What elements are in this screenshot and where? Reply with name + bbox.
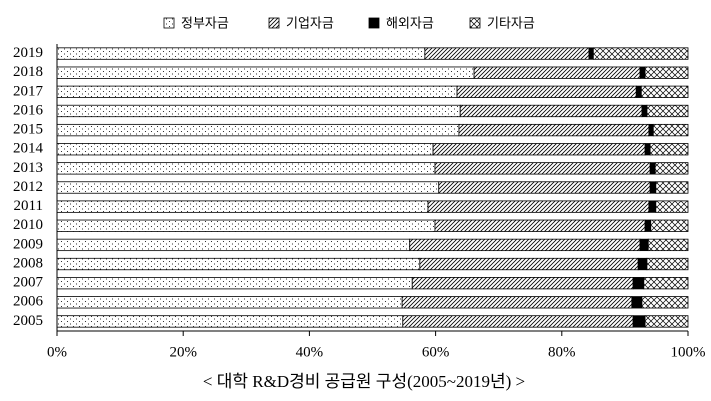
bar-segment <box>639 66 646 79</box>
y-tick-label: 2005 <box>13 313 43 329</box>
y-tick-label: 2010 <box>13 217 43 233</box>
bar-segment <box>56 104 461 118</box>
bar-segment <box>402 315 634 328</box>
bar-segment <box>631 296 643 309</box>
bar-segment <box>56 200 429 213</box>
bar-segment <box>434 219 646 232</box>
bar-segment <box>427 200 650 213</box>
bar-segment <box>409 238 641 252</box>
bar-segment <box>644 315 689 328</box>
bar-segment <box>648 123 654 137</box>
y-tick-label: 2014 <box>13 141 44 157</box>
legend-swatch <box>163 17 175 29</box>
bar-segment <box>411 277 634 290</box>
bar-segment <box>644 219 652 232</box>
y-tick-label: 2017 <box>13 83 44 99</box>
bar-segment <box>56 315 404 328</box>
bar-segment <box>438 181 651 194</box>
bar-segment <box>646 257 689 271</box>
y-tick-label: 2009 <box>13 236 43 252</box>
bar-segment <box>648 200 657 213</box>
x-tick-label: 40% <box>296 344 324 360</box>
legend-label: 기타자금 <box>487 17 535 32</box>
legend-swatch <box>368 17 380 29</box>
bar-segment <box>649 181 657 194</box>
legend-swatch <box>469 17 481 29</box>
bar-segment <box>641 104 648 118</box>
bar-segment <box>647 238 689 252</box>
legend-label: 해외자금 <box>386 17 434 32</box>
legend-label: 정부자금 <box>181 17 229 32</box>
bar-segment <box>56 47 426 60</box>
bar-segment <box>473 66 641 79</box>
legend-label: 기업자금 <box>286 17 334 32</box>
bar-segment <box>56 123 460 137</box>
bar-segment <box>458 123 650 137</box>
bar-segment <box>632 315 646 328</box>
y-tick-label: 2013 <box>13 160 43 176</box>
y-tick-label: 2016 <box>13 102 44 118</box>
bar-segment <box>592 47 689 60</box>
bar-segment <box>644 143 651 156</box>
bar-segment <box>632 277 645 290</box>
bar-segment <box>639 238 649 252</box>
x-tick-label: 0% <box>47 344 67 360</box>
x-tick-label: 100% <box>671 344 706 360</box>
bar-segment <box>459 104 643 118</box>
y-tick-label: 2019 <box>13 45 43 61</box>
bar-segment <box>654 162 689 175</box>
bar-segment <box>641 296 689 309</box>
bar-segment <box>56 277 413 290</box>
bar-segment <box>640 85 689 98</box>
bar-segment <box>635 85 642 98</box>
bar-segment <box>56 66 475 79</box>
y-tick-label: 2015 <box>13 122 43 138</box>
bar-segment <box>655 200 689 213</box>
bar-segment <box>432 143 646 156</box>
bar-segment <box>643 277 689 290</box>
bar-segment <box>434 162 651 175</box>
bar-segment <box>56 162 436 175</box>
y-tick-label: 2018 <box>13 64 43 80</box>
bar-segment <box>655 181 689 194</box>
y-tick-label: 2007 <box>13 275 44 291</box>
bar-segment <box>424 47 590 60</box>
bar-segment <box>56 257 421 271</box>
y-tick-label: 2006 <box>13 294 44 310</box>
bar-segment <box>56 85 458 98</box>
bar-segment <box>56 143 434 156</box>
x-tick-label: 20% <box>169 344 197 360</box>
bar-segment <box>56 238 411 252</box>
y-tick-label: 2011 <box>14 198 43 214</box>
bar-segment <box>649 162 656 175</box>
x-tick-label: 80% <box>548 344 576 360</box>
bar-segment <box>588 47 594 60</box>
bar-segment <box>56 219 436 232</box>
y-tick-label: 2008 <box>13 255 43 271</box>
bar-segment <box>649 143 689 156</box>
bar-segment <box>650 219 689 232</box>
bar-segment <box>637 257 648 271</box>
chart-title: < 대학 R&D경비 공급원 구성(2005~2019년) > <box>203 372 525 391</box>
bar-segment <box>56 181 440 194</box>
bar-segment <box>401 296 633 309</box>
legend-swatch <box>268 17 280 29</box>
x-tick-label: 60% <box>422 344 450 360</box>
bar-segment <box>652 123 689 137</box>
bar-segment <box>456 85 637 98</box>
bar-segment <box>646 104 689 118</box>
bar-segment <box>419 257 639 271</box>
bar-segment <box>56 296 403 309</box>
bar-segment <box>644 66 689 79</box>
y-tick-label: 2012 <box>13 179 43 195</box>
